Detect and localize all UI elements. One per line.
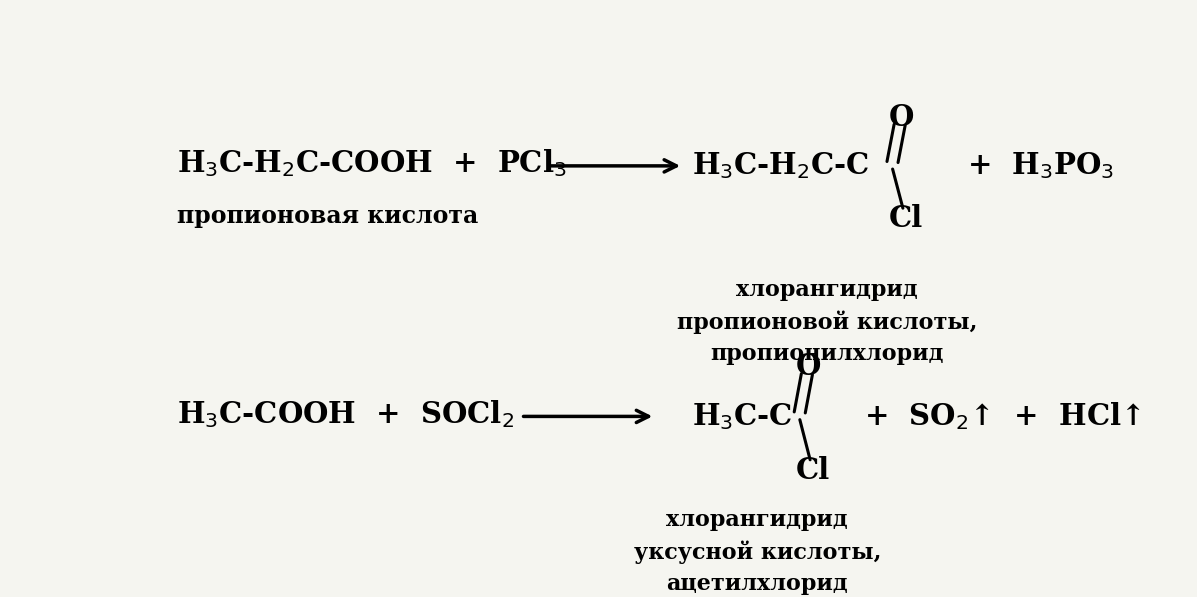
Text: ацетилхлорид: ацетилхлорид (667, 573, 847, 595)
Text: H$_3$C-H$_2$C-COOH  +  PCl$_3$: H$_3$C-H$_2$C-COOH + PCl$_3$ (177, 147, 567, 180)
Text: H$_3$C-COOH  +  SOCl$_2$: H$_3$C-COOH + SOCl$_2$ (177, 398, 515, 430)
Text: уксусной кислоты,: уксусной кислоты, (633, 540, 881, 564)
Text: H$_3$C-H$_2$C-C: H$_3$C-H$_2$C-C (692, 150, 870, 181)
Text: пропионовая кислота: пропионовая кислота (177, 204, 479, 229)
Text: пропионовой кислоты,: пропионовой кислоты, (676, 310, 977, 334)
Text: хлорангидрид: хлорангидрид (667, 509, 847, 531)
Text: O: O (888, 103, 913, 132)
Text: O: O (796, 352, 821, 381)
Text: +  SO$_2$↑  +  HCl↑: + SO$_2$↑ + HCl↑ (864, 401, 1141, 432)
Text: хлорангидрид: хлорангидрид (736, 279, 918, 301)
Text: Cl: Cl (796, 456, 830, 485)
Text: H$_3$C-C: H$_3$C-C (692, 401, 792, 432)
Text: пропионилхлорид: пропионилхлорид (710, 343, 943, 365)
Text: +  H$_3$PO$_3$: + H$_3$PO$_3$ (956, 150, 1114, 181)
Text: Cl: Cl (888, 204, 923, 233)
